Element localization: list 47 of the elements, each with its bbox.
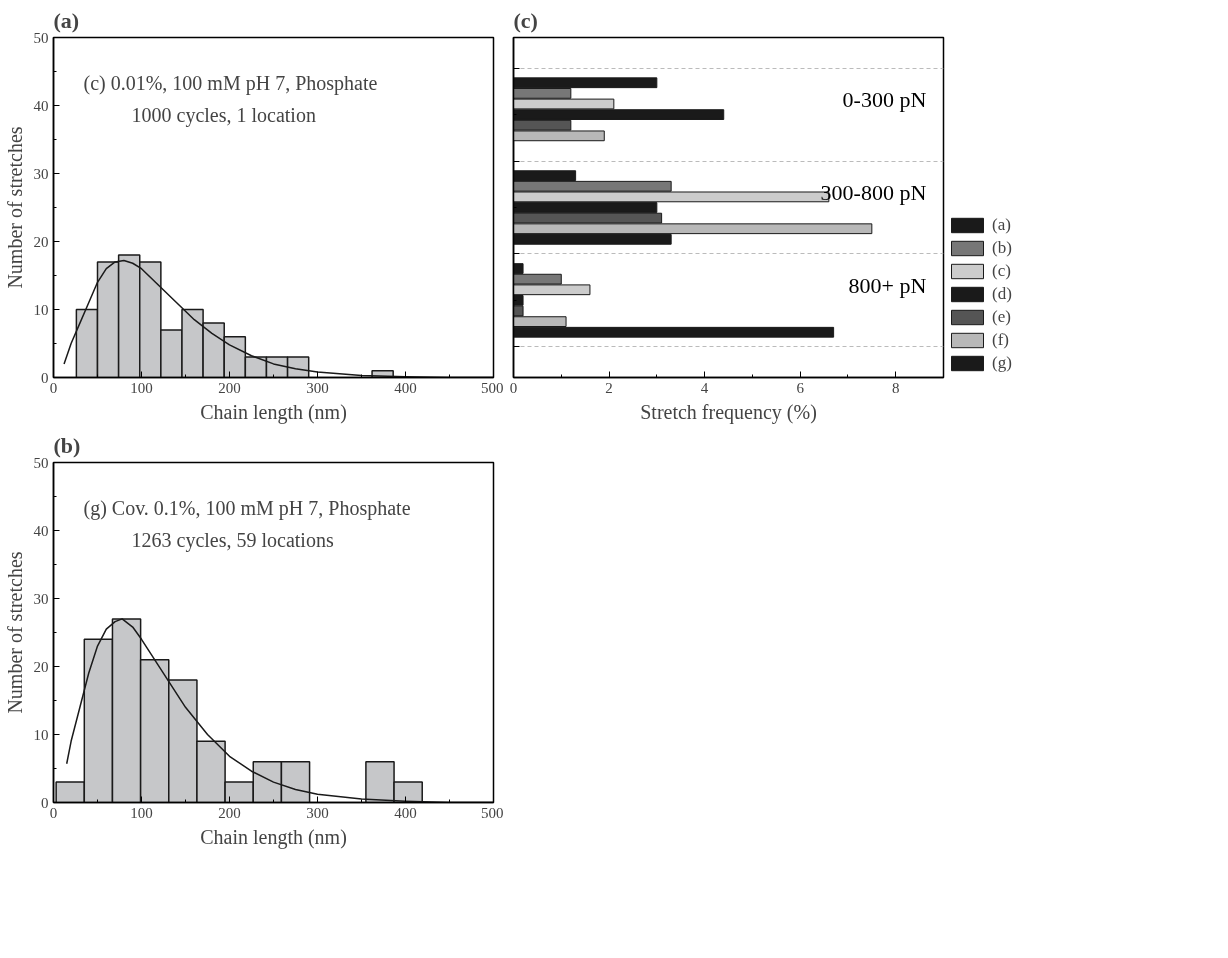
- annotation: (c) 0.01%, 100 mM pH 7, Phosphate: [83, 71, 378, 95]
- x-tick-label: 6: [796, 379, 805, 396]
- x-tick-label: 4: [700, 379, 709, 396]
- y-tick-label: 10: [33, 726, 49, 743]
- y-tick-label: 20: [33, 233, 49, 250]
- legend-label: (g): [992, 353, 1012, 373]
- y-tick-label: 50: [33, 29, 49, 46]
- legend-label: (d): [992, 284, 1012, 304]
- x-tick-label: 200: [218, 379, 241, 396]
- x-tick-label: 0: [509, 379, 518, 396]
- y-tick-label: 20: [33, 658, 49, 675]
- x-tick-label: 400: [394, 379, 417, 396]
- x-tick-label: 500: [481, 804, 504, 821]
- y-tick-label: 40: [33, 522, 49, 539]
- chart-title: (a): [53, 7, 80, 33]
- x-tick-label: 200: [218, 804, 241, 821]
- x-tick-label: 2: [605, 379, 613, 396]
- y-tick-label: 40: [33, 97, 49, 114]
- category-label: 300-800 pN: [820, 180, 927, 206]
- legend-label: (c): [992, 261, 1012, 281]
- x-tick-label: 100: [130, 379, 153, 396]
- x-axis-title: Chain length (nm): [200, 400, 347, 424]
- x-axis-title: Stretch frequency (%): [640, 400, 817, 424]
- legend-label: (e): [992, 307, 1012, 327]
- annotation: 1263 cycles, 59 locations: [131, 528, 334, 552]
- x-tick-label: 300: [306, 379, 329, 396]
- x-tick-label: 500: [481, 379, 504, 396]
- x-tick-label: 8: [891, 379, 900, 396]
- y-axis-title: Number of stretches: [3, 126, 26, 289]
- y-tick-label: 50: [33, 454, 49, 471]
- y-tick-label: 30: [33, 165, 49, 182]
- category-label: 0-300 pN: [842, 87, 927, 113]
- y-tick-label: 30: [33, 590, 49, 607]
- x-tick-label: 100: [130, 804, 153, 821]
- legend-label: (a): [992, 215, 1012, 235]
- x-tick-label: 300: [306, 804, 329, 821]
- category-label: 800+ pN: [848, 273, 927, 299]
- chart-title: (c): [513, 7, 538, 33]
- x-axis-title: Chain length (nm): [200, 825, 347, 849]
- annotation: (g) Cov. 0.1%, 100 mM pH 7, Phosphate: [83, 496, 411, 520]
- y-tick-label: 10: [33, 301, 49, 318]
- annotation: 1000 cycles, 1 location: [131, 103, 316, 127]
- legend-label: (f): [992, 330, 1010, 350]
- chart-title: (b): [53, 432, 81, 458]
- y-axis-title: Number of stretches: [3, 551, 26, 714]
- legend-label: (b): [992, 238, 1012, 258]
- x-tick-label: 400: [394, 804, 417, 821]
